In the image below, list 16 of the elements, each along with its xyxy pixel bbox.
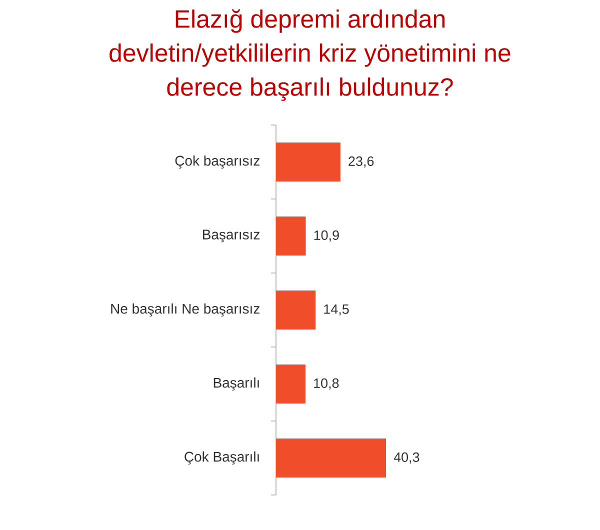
y-tick-label: Başarılı	[214, 377, 259, 391]
bar	[276, 216, 306, 256]
data-label: 23,6	[348, 156, 374, 168]
data-label: 10,9	[314, 230, 339, 242]
y-tick-label: Başarısız	[202, 230, 260, 242]
data-label: 40,3	[394, 452, 420, 464]
y-tick-label: Çok Başarılı	[184, 451, 259, 465]
bar	[276, 142, 340, 182]
bar	[276, 290, 316, 330]
bar	[276, 364, 306, 404]
bar	[276, 438, 386, 478]
data-label: 14,5	[324, 304, 349, 316]
chart-title: Elazığ depremi ardından devletin/yetkililerin kriz yönetimini ne derece başarılı buldunuz?	[110, 9, 510, 101]
y-tick-label: Çok başarısız	[175, 155, 260, 169]
data-label: 10,8	[314, 378, 339, 390]
y-tick-label: Ne başarılı Ne başarısız	[111, 303, 260, 317]
